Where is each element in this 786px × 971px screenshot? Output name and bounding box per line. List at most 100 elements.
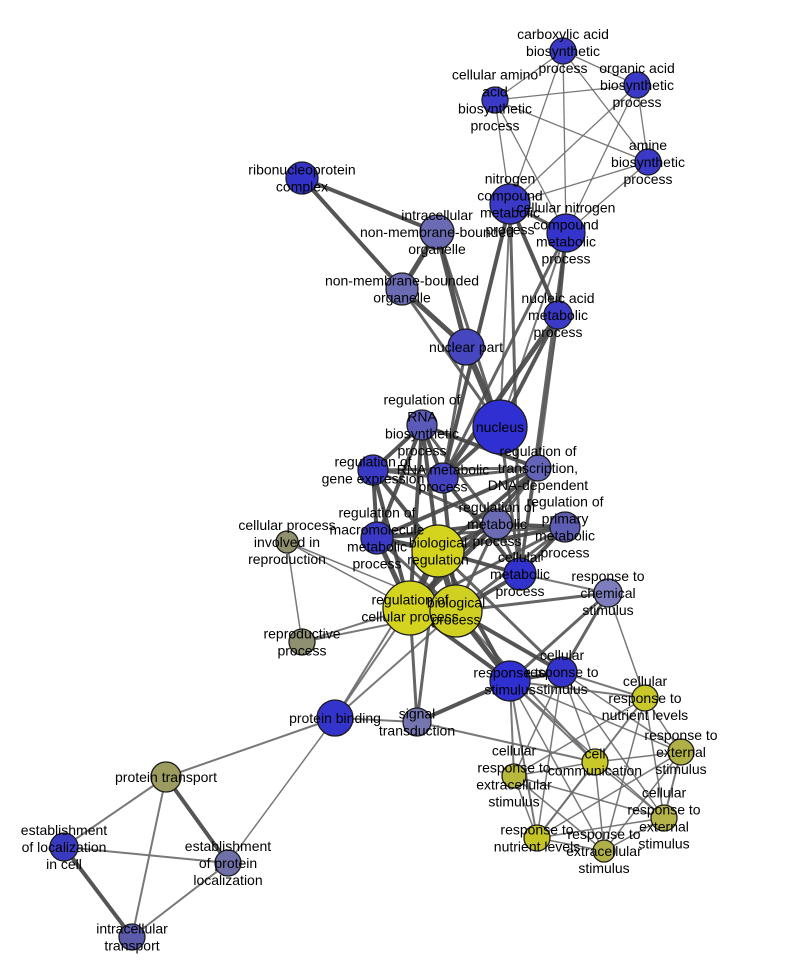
node-rna-metabolic-process[interactable] (427, 462, 459, 494)
edge-establishment-of-localization-in-cell--establishment-of-protein-localization (63, 846, 229, 864)
node-regulation-of-transcription-dna-dependent[interactable] (524, 454, 552, 482)
edge-cell-communication--cellular-response-to-external-stimulus (594, 761, 665, 819)
node-non-membrane-bounded-organelle[interactable] (385, 272, 419, 306)
node-protein-transport[interactable] (150, 761, 182, 793)
edge-cell-communication--response-to-extracellular-stimulus (594, 761, 605, 852)
edge-response-to-stimulus--response-to-extracellular-stimulus (509, 680, 605, 852)
node-regulation-of-metabolic-process[interactable] (481, 508, 513, 540)
edge-cellular-nitrogen-compound-metabolic-process--nucleus (499, 232, 567, 428)
node-cell-communication[interactable] (581, 748, 609, 776)
node-signal-transduction[interactable] (402, 707, 432, 737)
node-biological-regulation[interactable] (411, 524, 465, 578)
edge-response-to-external-stimulus--cell-communication (594, 751, 682, 763)
edge-protein-transport--establishment-of-protein-localization (164, 775, 230, 865)
edge-response-to-stimulus--cellular-response-to-nutrient-levels (509, 680, 646, 699)
edge-response-to-chemical-stimulus--response-to-stimulus (508, 591, 610, 683)
edge-amine-biosynthetic-process--nitrogen-compound-metabolic-process (509, 161, 649, 205)
edge-cellular-response-to-stimulus--cell-communication (561, 671, 596, 763)
edge-response-to-stimulus--cellular-response-to-external-stimulus (509, 680, 665, 819)
node-protein-binding[interactable] (316, 699, 354, 737)
node-intracellular-transport[interactable] (118, 923, 146, 951)
edge-cellular-response-to-stimulus--cellular-response-to-external-stimulus (561, 671, 665, 819)
edge-regulation-of-transcription-dna-dependent--regulation-of-macromolecule-metabolic-process (375, 466, 540, 540)
node-carboxylic-acid-biosynthetic-process[interactable] (549, 37, 577, 65)
edge-regulation-of-gene-expression--regulation-of-metabolic-process (371, 468, 499, 526)
edge-cellular-nitrogen-compound-metabolic-process--rna-metabolic-process (441, 231, 568, 480)
node-cellular-nitrogen-compound-metabolic-process[interactable] (546, 213, 586, 253)
node-response-to-external-stimulus[interactable] (667, 738, 695, 766)
edge-establishment-of-localization-in-cell--intracellular-transport (62, 845, 134, 939)
edge-regulation-of-rna-biosynthetic-process--regulation-of-metabolic-process (420, 423, 499, 526)
edge-protein-binding--protein-transport (165, 717, 336, 778)
edge-cell-communication--cellular-response-to-extracellular-stimulus (513, 761, 596, 777)
edges-layer (62, 50, 682, 939)
node-regulation-of-primary-metabolic-process[interactable] (549, 511, 581, 543)
edge-regulation-of-rna-biosynthetic-process--regulation-of-transcription-dna-dependent (420, 423, 540, 470)
node-regulation-of-macromolecule-metabolic-process[interactable] (360, 521, 394, 555)
node-nitrogen-compound-metabolic-process[interactable] (489, 183, 531, 225)
edge-nitrogen-compound-metabolic-process--nucleus (499, 203, 511, 428)
edge-ribonucleoprotein-complex--non-membrane-bounded-organelle (300, 176, 404, 291)
node-response-to-stimulus[interactable] (489, 660, 531, 702)
node-response-to-chemical-stimulus[interactable] (593, 578, 623, 608)
edge-response-to-stimulus--response-to-nutrient-levels (509, 680, 538, 839)
edge-signal-transduction--cell-communication (416, 721, 596, 763)
edge-ribonucleoprotein-complex--intracellular-non-membrane-bounded-organelle (300, 176, 439, 234)
node-establishment-of-protein-localization[interactable] (214, 849, 242, 877)
node-cellular-amino-acid-biosynthetic-process[interactable] (481, 86, 509, 114)
edge-response-to-stimulus--response-to-external-stimulus (509, 680, 682, 753)
node-intracellular-non-membrane-bounded-organelle[interactable] (419, 214, 455, 250)
node-nucleic-acid-metabolic-process[interactable] (543, 300, 573, 330)
edge-cellular-response-to-nutrient-levels--cellular-response-to-extracellular-stimulus (513, 697, 646, 777)
node-ribonucleoprotein-complex[interactable] (285, 161, 319, 195)
node-cellular-response-to-extracellular-stimulus[interactable] (501, 763, 527, 789)
edge-protein-transport--establishment-of-localization-in-cell (63, 776, 167, 848)
node-regulation-of-rna-biosynthetic-process[interactable] (406, 409, 438, 441)
node-organic-acid-biosynthetic-process[interactable] (623, 71, 651, 99)
edge-cellular-process-involved-in-reproduction--reproductive-process (286, 541, 303, 643)
node-cellular-response-to-external-stimulus[interactable] (650, 804, 678, 832)
node-establishment-of-localization-in-cell[interactable] (49, 832, 79, 862)
edge-intracellular-non-membrane-bounded-organelle--nuclear-part (434, 229, 469, 350)
edge-response-to-nutrient-levels--cellular-response-to-external-stimulus (536, 817, 665, 839)
edge-cellular-response-to-nutrient-levels--response-to-extracellular-stimulus (603, 697, 646, 852)
edge-response-to-external-stimulus--response-to-nutrient-levels (536, 751, 682, 839)
edge-carboxylic-acid-biosynthetic-process--amine-biosynthetic-process (562, 50, 649, 163)
node-regulation-of-cellular-process[interactable] (382, 580, 438, 636)
node-amine-biosynthetic-process[interactable] (634, 148, 662, 176)
edge-protein-binding--establishment-of-protein-localization (227, 717, 336, 864)
edge-nucleic-acid-metabolic-process--cellular-metabolic-process (518, 313, 560, 576)
edge-nitrogen-compound-metabolic-process--cellular-metabolic-process (508, 202, 522, 576)
edge-establishment-of-protein-localization--intracellular-transport (131, 862, 229, 938)
node-response-to-nutrient-levels[interactable] (523, 824, 551, 852)
node-reproductive-process[interactable] (288, 628, 316, 656)
edge-organic-acid-biosynthetic-process--cellular-nitrogen-compound-metabolic-process (565, 84, 638, 234)
node-biological-process[interactable] (429, 584, 483, 638)
node-cellular-response-to-stimulus[interactable] (546, 656, 578, 688)
edge-protein-transport--intracellular-transport (131, 776, 167, 938)
edge-cellular-response-to-extracellular-stimulus--cellular-response-to-external-stimulus (513, 775, 665, 819)
node-cellular-process-involved-in-reproduction[interactable] (275, 530, 299, 554)
edge-cellular-response-to-stimulus--cellular-response-to-extracellular-stimulus (513, 671, 563, 777)
node-nucleus[interactable] (472, 399, 528, 455)
edge-regulation-of-rna-biosynthetic-process--regulation-of-cellular-process (408, 423, 424, 610)
edge-organic-acid-biosynthetic-process--nitrogen-compound-metabolic-process (509, 84, 638, 205)
edge-carboxylic-acid-biosynthetic-process--cellular-nitrogen-compound-metabolic-process (562, 50, 567, 234)
node-nuclear-part[interactable] (447, 328, 485, 366)
edge-nucleic-acid-metabolic-process--rna-metabolic-process (440, 312, 561, 481)
node-cellular-metabolic-process[interactable] (503, 557, 537, 591)
edge-carboxylic-acid-biosynthetic-process--cellular-amino-acid-biosynthetic-process (494, 50, 564, 101)
node-cellular-response-to-nutrient-levels[interactable] (631, 684, 659, 712)
edge-cellular-response-to-nutrient-levels--cellular-response-to-external-stimulus (644, 697, 665, 819)
edge-regulation-of-transcription-dna-dependent--rna-metabolic-process (441, 466, 540, 480)
edge-organic-acid-biosynthetic-process--cellular-amino-acid-biosynthetic-process (494, 84, 638, 101)
edge-response-to-chemical-stimulus--cellular-response-to-nutrient-levels (607, 592, 646, 699)
node-response-to-extracellular-stimulus[interactable] (592, 839, 616, 863)
nodes-layer (49, 37, 695, 951)
edge-cellular-amino-acid-biosynthetic-process--cellular-nitrogen-compound-metabolic-process (494, 99, 567, 234)
edge-carboxylic-acid-biosynthetic-process--nitrogen-compound-metabolic-process (509, 50, 564, 205)
node-regulation-of-gene-expression[interactable] (357, 454, 389, 486)
edge-cellular-amino-acid-biosynthetic-process--amine-biosynthetic-process (494, 99, 649, 163)
